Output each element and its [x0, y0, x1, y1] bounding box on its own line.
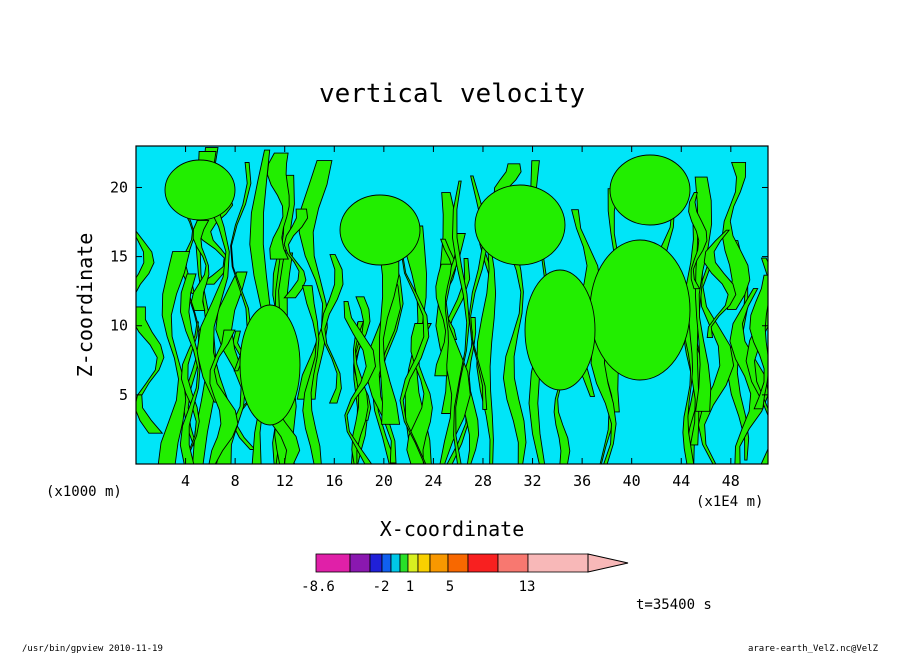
positive-band: [301, 285, 322, 464]
y-axis-ticks: 5 10 15 20: [110, 178, 768, 404]
x-tick-label: 12: [276, 472, 294, 490]
positive-band: [190, 219, 210, 312]
x-tick-label: 24: [424, 472, 442, 490]
colorbar-segment: [467, 553, 499, 573]
x-tick-label: 44: [672, 472, 690, 490]
positive-band: [681, 306, 695, 464]
positive-patch: [474, 184, 566, 266]
colorbar-label: 13: [519, 579, 536, 595]
colorbar-segment: [349, 553, 371, 573]
colorbar-segment: [417, 553, 431, 573]
x-tick-label: 4: [181, 472, 190, 490]
positive-band: [374, 211, 401, 425]
colorbar-label: -8.6: [301, 579, 335, 595]
footer-right: arare-earth_VelZ.nc@VelZ: [748, 644, 879, 654]
positive-band: [434, 263, 453, 377]
time-label: t=35400 s: [636, 597, 712, 613]
positive-band: [230, 162, 252, 372]
positive-patch: [524, 269, 596, 391]
positive-band: [476, 220, 497, 464]
colorbar-label: 1: [406, 579, 414, 595]
positive-band: [283, 208, 309, 299]
colorbar-label: 5: [446, 579, 454, 595]
positive-band: [157, 251, 191, 464]
positive-band: [320, 254, 344, 404]
colorbar-segment: [527, 553, 589, 573]
x-unit-right: (x1E4 m): [696, 494, 763, 510]
positive-patch: [164, 159, 236, 221]
x-axis-label: X-coordinate: [380, 517, 525, 541]
x-unit-left: (x1000 m): [46, 484, 122, 500]
x-tick-label: 28: [474, 472, 492, 490]
x-tick-label: 16: [325, 472, 343, 490]
positive-band: [343, 300, 376, 464]
footer-left: /usr/bin/gpview 2010-11-19: [22, 644, 163, 654]
positive-band: [208, 329, 239, 464]
velocity-bands: [136, 147, 768, 464]
y-tick-label: 20: [110, 178, 128, 196]
positive-patch: [339, 194, 421, 266]
y-axis-label: Z-coordinate: [73, 233, 97, 378]
colorbar-label: -2: [373, 579, 390, 595]
positive-band: [729, 288, 768, 464]
positive-band: [215, 271, 248, 464]
positive-band: [266, 152, 290, 260]
positive-band: [703, 229, 737, 339]
positive-band: [502, 248, 527, 464]
x-tick-label: 48: [722, 472, 740, 490]
positive-band: [688, 192, 708, 290]
positive-patch: [589, 239, 691, 381]
colorbar-segment: [369, 553, 383, 573]
y-tick-label: 5: [119, 386, 128, 404]
positive-band: [136, 306, 165, 434]
y-tick-label: 10: [110, 317, 128, 335]
colorbar-extend-arrow: [587, 553, 629, 573]
colorbar-segment: [407, 553, 419, 573]
positive-band: [180, 321, 200, 464]
positive-band: [399, 251, 430, 464]
x-tick-label: 36: [573, 472, 591, 490]
x-tick-label: 8: [231, 472, 240, 490]
positive-band: [179, 273, 201, 464]
colorbar: -8.6 -2 1 5 13: [301, 553, 629, 595]
colorbar-segment: [381, 553, 392, 573]
colorbar-segment: [399, 553, 409, 573]
x-tick-label: 40: [623, 472, 641, 490]
colorbar-segment: [429, 553, 449, 573]
plot-frame: [135, 145, 769, 465]
x-axis-ticks: 4 8 12 16 20 24 28 32 36 40 44 48: [181, 146, 740, 490]
positive-band: [452, 180, 470, 464]
positive-band: [721, 161, 751, 310]
x-tick-label: 20: [375, 472, 393, 490]
positive-patch: [609, 154, 691, 226]
chart-title: vertical velocity: [319, 79, 585, 109]
y-tick-label: 15: [110, 248, 128, 266]
colorbar-segment: [497, 553, 529, 573]
colorbar-segment: [390, 553, 401, 573]
colorbar-segment: [315, 553, 351, 573]
positive-patch: [239, 304, 301, 426]
colorbar-segment: [447, 553, 469, 573]
x-tick-label: 32: [524, 472, 542, 490]
positive-band: [749, 274, 768, 410]
